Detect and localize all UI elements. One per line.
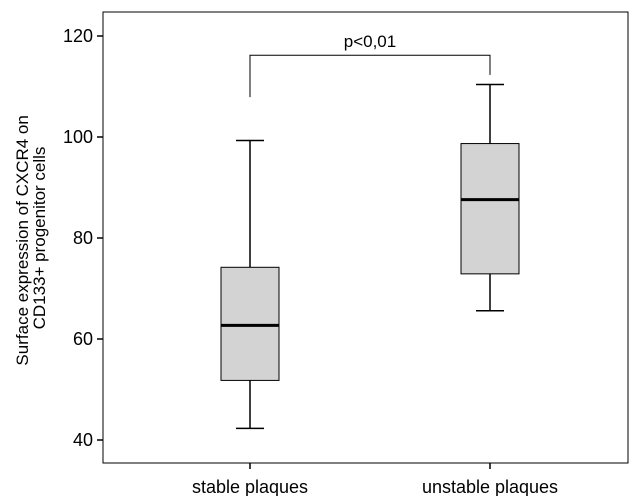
iqr-box	[460, 143, 520, 275]
boxes	[220, 83, 520, 430]
y-axis: 40 60 80 100 120	[63, 26, 103, 450]
p-value-label: p<0,01	[344, 32, 396, 51]
y-tick-label-80: 80	[73, 228, 93, 248]
y-tick-label-40: 40	[73, 430, 93, 450]
x-tick-label-1: unstable plaques	[422, 477, 558, 496]
y-tick-label-100: 100	[63, 127, 93, 147]
y-tick-label-60: 60	[73, 329, 93, 349]
y-axis-title-line-2: CD133+ progenitor cells	[30, 147, 49, 330]
significance-bracket	[249, 54, 491, 98]
iqr-box	[220, 266, 280, 381]
plot-area	[102, 11, 629, 464]
significance-annotation: p<0,01	[249, 32, 491, 98]
y-axis-title: Surface expression of CXCR4 on CD133+ pr…	[13, 110, 49, 365]
box-0	[220, 139, 280, 430]
y-tick-label-120: 120	[63, 26, 93, 46]
x-axis: stable plaques unstable plaques	[192, 463, 558, 496]
box-1	[460, 83, 520, 312]
x-tick-label-0: stable plaques	[192, 477, 308, 496]
y-axis-title-line-1: Surface expression of CXCR4 on	[13, 115, 32, 365]
